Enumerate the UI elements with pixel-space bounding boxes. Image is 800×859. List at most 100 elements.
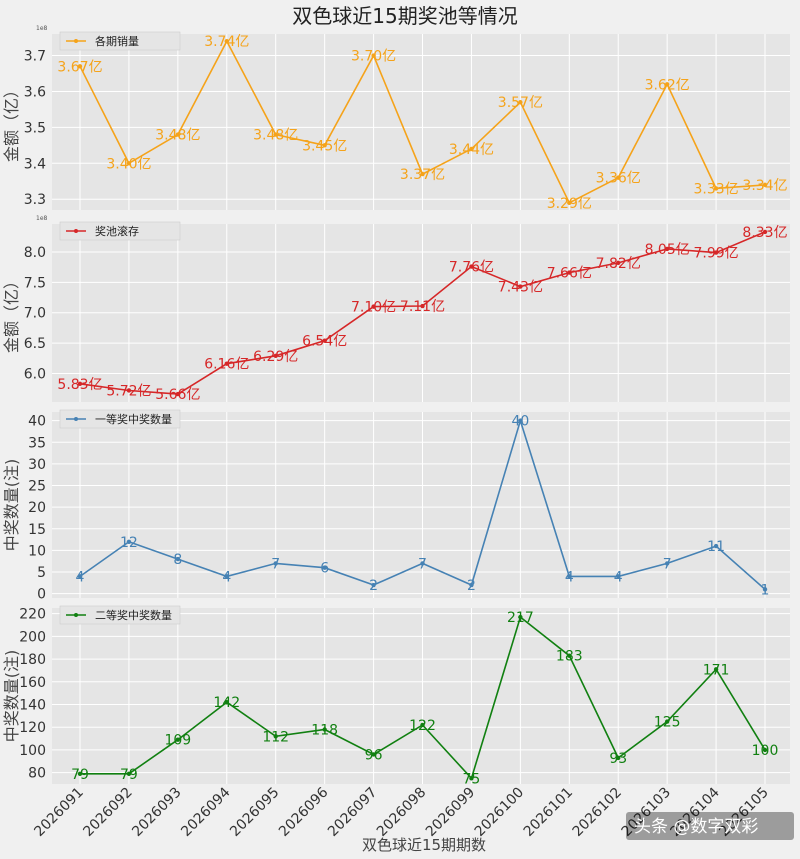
data-label: 4 [222,569,231,585]
data-point [713,186,719,191]
y-tick-label: 5 [37,565,46,581]
chart-panels: 3.33.43.53.63.71e8金额（亿）3.67亿3.40亿3.48亿3.… [2,25,790,787]
watermark-text: 头条 @数字双彩 [634,817,758,837]
data-label: 3.48亿 [155,128,200,144]
legend-label: 奖池滚存 [95,224,139,238]
data-point [616,260,621,266]
data-label: 7 [663,556,672,572]
data-label: 2 [467,578,476,594]
chart-title: 双色球近15期奖池等情况 [292,4,517,28]
data-point [420,561,425,566]
data-label: 7.10亿 [351,300,396,316]
y-axis-label: 金额（亿） [2,82,21,162]
y-tick-label: 160 [19,675,46,691]
data-label: 8.05亿 [645,242,690,258]
data-point [518,100,523,105]
data-point [616,175,621,180]
y-tick-label: 3.6 [24,84,46,100]
data-label: 11 [707,539,725,555]
y-tick-label: 3.4 [24,156,46,172]
x-tick-label: 2026096 [276,784,331,839]
data-point [371,53,376,58]
data-point [469,582,474,588]
data-point [469,146,474,152]
data-label: 7 [418,556,427,572]
data-point [762,229,768,235]
data-point [371,752,376,757]
data-point [762,747,768,753]
data-point [322,143,327,148]
data-point [224,700,229,705]
data-label: 183 [556,649,583,665]
panel-1: 3.33.43.53.63.71e8金额（亿）3.67亿3.40亿3.48亿3.… [2,25,790,212]
y-tick-label: 120 [19,720,46,736]
data-point [224,361,229,366]
data-point [762,587,768,592]
data-label: 2 [369,578,378,594]
data-label: 122 [409,718,436,734]
legend-marker [74,417,78,421]
y-exponent-label: 1e8 [36,25,48,32]
legend-box [59,605,181,625]
legend: 一等奖中奖数量 [59,409,181,429]
data-point [273,561,278,566]
data-label: 7.11亿 [400,299,445,315]
data-label: 3.62亿 [645,77,690,93]
x-tick-label: 2026093 [129,785,184,840]
y-tick-label: 3.3 [24,192,46,208]
data-point [126,539,132,544]
y-axis-label: 金额（亿） [2,273,21,353]
data-point [175,556,181,562]
data-label: 4 [565,569,574,585]
legend-label: 二等奖中奖数量 [95,608,172,622]
data-point [469,264,474,269]
x-axis-label: 双色球近15期期数 [362,836,486,854]
y-tick-label: 3.7 [24,49,46,65]
data-label: 142 [213,695,240,711]
legend-box [59,409,181,429]
legend-marker [74,229,78,233]
y-tick-label: 7.5 [24,275,46,291]
y-tick-label: 10 [28,543,46,559]
data-point [322,565,327,570]
data-point [664,719,670,724]
data-point [616,755,621,761]
plot-area [52,608,790,784]
data-label: 3.67亿 [57,59,102,75]
y-exponent-label: 1e8 [36,215,48,222]
data-point [713,543,719,549]
y-tick-label: 6.5 [24,336,46,352]
y-tick-label: 7.0 [24,306,46,322]
y-tick-label: 40 [28,414,46,430]
data-point [273,734,278,739]
data-point [322,727,327,732]
data-label: 3.48亿 [253,128,298,144]
data-point [713,250,719,255]
legend-marker [74,613,78,617]
y-tick-label: 140 [19,698,46,714]
data-point [371,582,376,588]
data-point [567,200,572,206]
data-point [175,391,181,397]
data-label: 3.74亿 [204,34,249,50]
data-label: 171 [703,662,730,678]
data-label: 6.29亿 [253,349,298,365]
data-label: 96 [365,747,383,763]
x-tick-label: 2026095 [227,785,282,840]
data-point [518,284,523,289]
data-point [713,667,719,672]
data-label: 5.72亿 [106,383,151,399]
data-label: 1 [761,582,770,598]
data-point [664,561,670,566]
data-point [77,771,83,776]
data-label: 109 [164,733,191,749]
data-point [77,574,83,579]
data-point [567,653,572,658]
data-label: 4 [614,569,623,585]
legend-box [59,221,181,241]
y-axis-label: 中奖数量(注) [2,650,21,743]
y-tick-label: 220 [19,607,46,623]
data-label: 7.82亿 [596,256,641,272]
